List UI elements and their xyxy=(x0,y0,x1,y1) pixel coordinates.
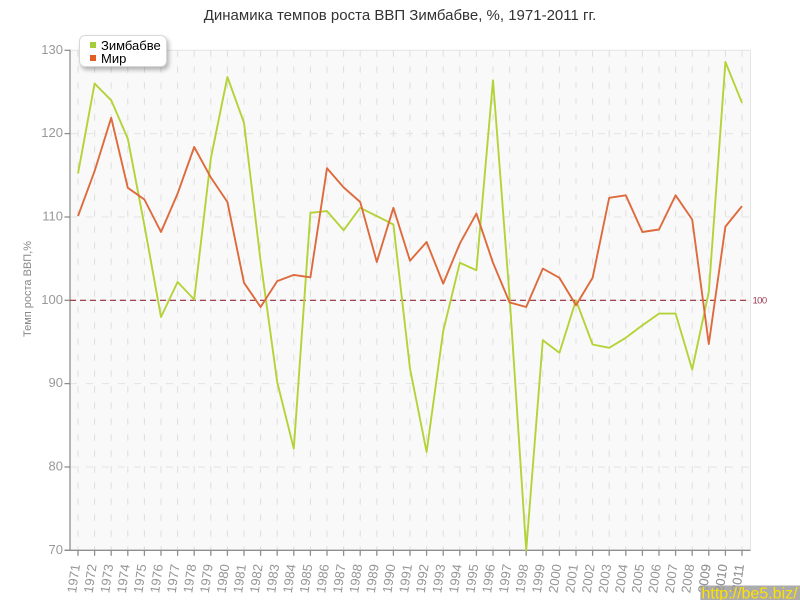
svg-text:1976: 1976 xyxy=(147,563,166,594)
svg-text:100: 100 xyxy=(753,296,767,307)
svg-text:1981: 1981 xyxy=(230,563,249,594)
svg-text:1977: 1977 xyxy=(164,563,183,594)
svg-text:1987: 1987 xyxy=(330,563,349,594)
svg-text:1986: 1986 xyxy=(313,563,332,594)
svg-text:1975: 1975 xyxy=(130,563,149,594)
svg-text:100: 100 xyxy=(41,292,63,307)
svg-text:http://be5.biz/: http://be5.biz/ xyxy=(702,586,799,600)
svg-text:2009: 2009 xyxy=(695,563,714,594)
svg-text:80: 80 xyxy=(49,459,63,474)
svg-text:1972: 1972 xyxy=(81,563,100,594)
svg-text:1991: 1991 xyxy=(396,563,415,594)
svg-text:2000: 2000 xyxy=(545,563,564,594)
svg-text:2004: 2004 xyxy=(612,563,631,594)
svg-text:1979: 1979 xyxy=(197,563,216,594)
svg-text:1998: 1998 xyxy=(512,563,531,594)
svg-text:2011: 2011 xyxy=(728,563,747,593)
svg-text:1978: 1978 xyxy=(180,563,199,594)
svg-text:1992: 1992 xyxy=(413,563,432,594)
svg-text:1971: 1971 xyxy=(64,563,83,594)
svg-text:2005: 2005 xyxy=(628,563,647,594)
svg-text:1997: 1997 xyxy=(496,563,515,594)
svg-text:Темп роста ВВП,%: Темп роста ВВП,% xyxy=(22,241,34,337)
svg-text:2006: 2006 xyxy=(645,563,664,594)
svg-text:1974: 1974 xyxy=(114,563,133,594)
svg-text:120: 120 xyxy=(41,125,63,140)
svg-text:130: 130 xyxy=(41,42,63,57)
svg-text:1995: 1995 xyxy=(462,563,481,594)
svg-text:70: 70 xyxy=(49,542,63,557)
svg-text:1983: 1983 xyxy=(263,563,282,594)
svg-text:2011: 2011 xyxy=(728,563,747,593)
svg-text:110: 110 xyxy=(42,209,63,224)
svg-text:2001: 2001 xyxy=(562,563,581,594)
svg-text:1984: 1984 xyxy=(280,563,299,594)
svg-text:1973: 1973 xyxy=(97,563,116,594)
svg-text:2003: 2003 xyxy=(595,563,614,594)
svg-text:2002: 2002 xyxy=(579,563,598,594)
svg-text:1993: 1993 xyxy=(429,563,448,594)
svg-text:1996: 1996 xyxy=(479,563,498,594)
svg-text:1994: 1994 xyxy=(446,563,465,594)
svg-text:1988: 1988 xyxy=(346,563,365,594)
svg-text:1980: 1980 xyxy=(213,563,232,594)
svg-text:1982: 1982 xyxy=(247,563,266,594)
svg-text:1989: 1989 xyxy=(363,563,382,594)
svg-text:1990: 1990 xyxy=(379,563,398,594)
svg-text:1999: 1999 xyxy=(529,563,548,594)
svg-text:1985: 1985 xyxy=(296,563,315,594)
svg-text:2010: 2010 xyxy=(711,563,730,594)
svg-text:2008: 2008 xyxy=(678,563,697,594)
svg-text:2007: 2007 xyxy=(662,563,681,594)
svg-text:90: 90 xyxy=(49,375,63,390)
